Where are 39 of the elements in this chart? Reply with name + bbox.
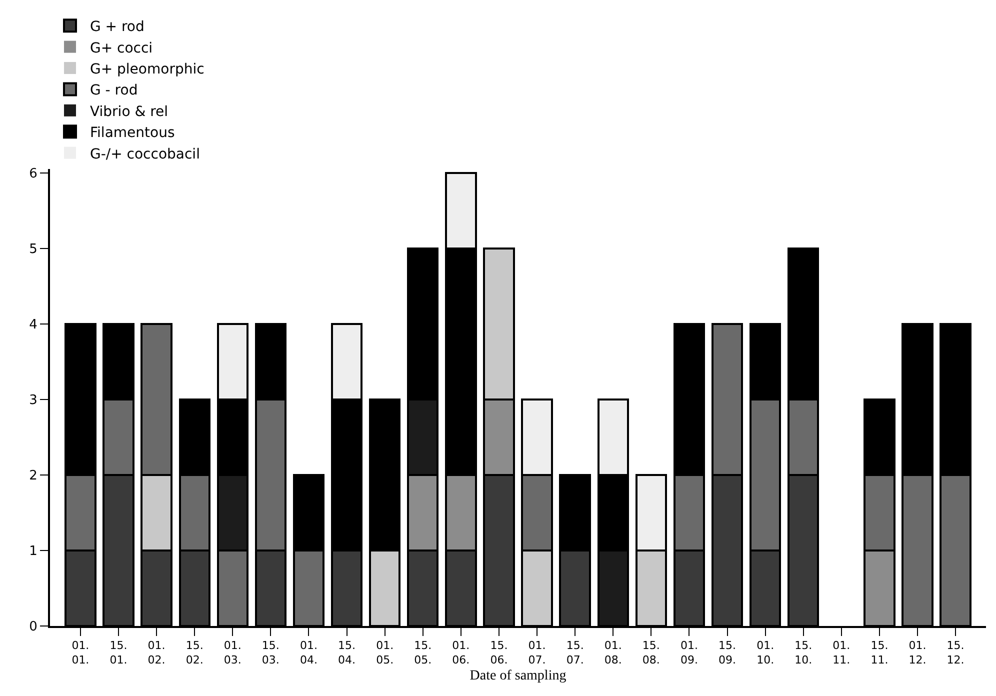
- legend-label: G+ pleomorphic: [90, 61, 204, 78]
- legend-label: Filamentous: [90, 125, 175, 142]
- y-tick-label: 6: [29, 166, 38, 182]
- x-tick-label: 01. 07.: [528, 639, 546, 666]
- x-tick-label: 01. 06.: [452, 639, 470, 666]
- x-tick-label: 15. 06.: [490, 639, 508, 666]
- x-tick-label: 15. 11.: [870, 639, 888, 666]
- y-tick-label: 4: [29, 317, 38, 332]
- legend-label: G + rod: [90, 19, 144, 36]
- y-tick-label: 3: [29, 392, 38, 408]
- x-tick-label: 15. 09.: [718, 639, 736, 666]
- x-tick-label: 15. 10.: [794, 639, 812, 666]
- x-axis-title: Date of sampling: [470, 668, 566, 684]
- x-tick-label: 01. 09.: [680, 639, 698, 666]
- x-tick-label: 15. 05.: [414, 639, 432, 666]
- x-tick-label: 15. 08.: [642, 639, 660, 666]
- x-tick-label: 15. 07.: [566, 639, 584, 666]
- legend-label: G+ cocci: [90, 40, 153, 56]
- x-tick-label: 01. 03.: [224, 639, 242, 666]
- legend-label: Vibrio & rel: [90, 104, 168, 120]
- x-tick-label: 15. 02.: [186, 639, 204, 666]
- x-tick-label: 01. 12.: [908, 639, 926, 666]
- x-tick-label: 01. 08.: [604, 639, 622, 666]
- x-tick-label: 01. 04.: [300, 639, 318, 666]
- y-tick-label: 1: [29, 544, 38, 560]
- legend-label: G - rod: [90, 82, 138, 99]
- x-tick-label: 15. 01.: [110, 639, 128, 666]
- x-tick-label: 01. 05.: [376, 639, 394, 666]
- x-tick-label: 01. 01.: [72, 639, 90, 666]
- x-tick-label: 01. 11.: [832, 639, 850, 666]
- x-tick-label: 15. 03.: [262, 639, 280, 666]
- legend-label: G-/+ coccobacil: [90, 146, 200, 162]
- x-tick-label: 01. 02.: [148, 639, 166, 666]
- x-tick-label: 01. 10.: [756, 639, 774, 666]
- x-tick-label: 15. 04.: [338, 639, 356, 666]
- y-tick-label: 2: [29, 468, 38, 484]
- y-tick-label: 0: [29, 620, 38, 635]
- x-tick-label: 15. 12.: [946, 639, 964, 666]
- y-tick-label: 5: [29, 242, 38, 257]
